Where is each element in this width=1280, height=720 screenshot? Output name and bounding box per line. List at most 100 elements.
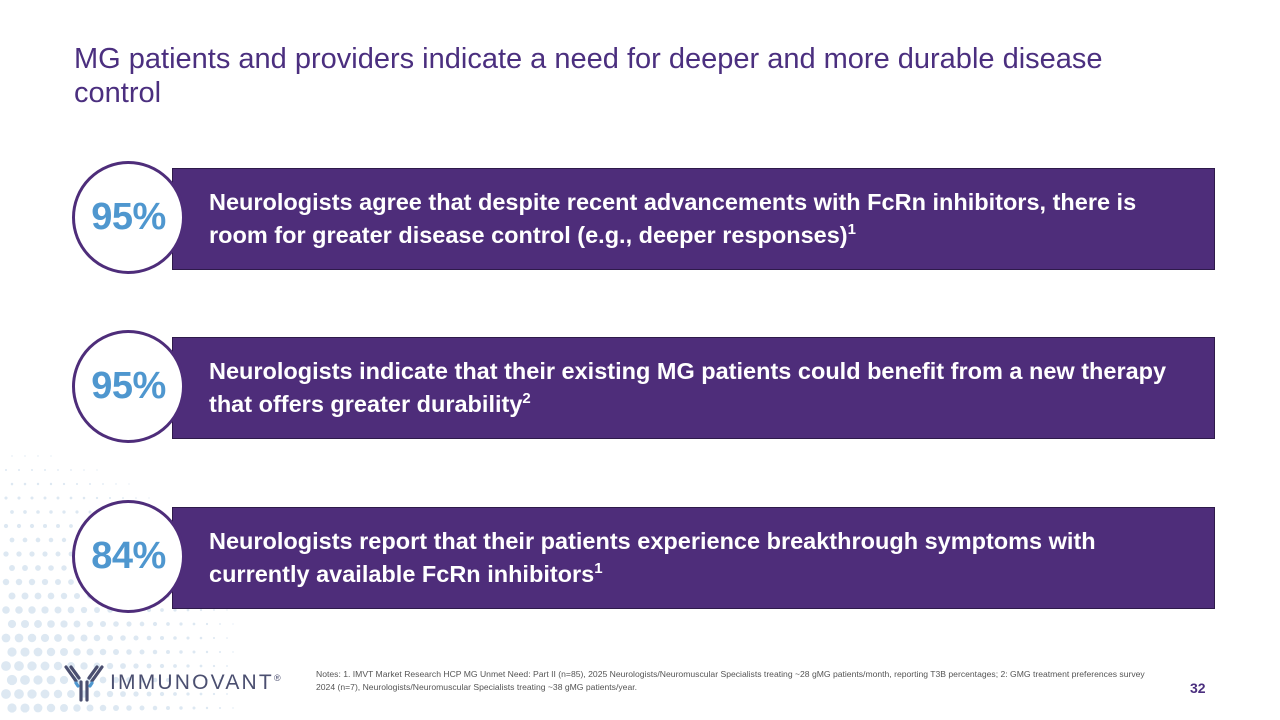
pattern-dot — [126, 677, 132, 683]
pattern-dot — [146, 635, 152, 641]
pattern-dot — [99, 676, 107, 684]
pattern-dot — [133, 691, 139, 697]
stat-percent: 95% — [91, 196, 166, 238]
pattern-dot — [11, 455, 13, 457]
pattern-dot — [106, 690, 114, 698]
pattern-dot — [173, 636, 177, 640]
pattern-dot — [16, 551, 22, 557]
pattern-dot — [152, 705, 158, 711]
pattern-dot — [16, 523, 22, 529]
pattern-dot — [232, 707, 234, 709]
stat-text: Neurologists indicate that their existin… — [209, 358, 1167, 417]
pattern-dot — [31, 469, 33, 471]
pattern-dot — [3, 523, 9, 529]
pattern-dot — [46, 703, 56, 713]
pattern-dot — [115, 483, 117, 485]
pattern-dot — [22, 565, 28, 571]
pattern-dot — [40, 661, 50, 671]
pattern-dot — [139, 649, 145, 655]
pattern-dot — [179, 650, 183, 654]
pattern-dot — [34, 620, 42, 628]
pattern-dot — [23, 510, 27, 514]
pattern-dot — [73, 648, 81, 656]
pattern-dot — [43, 496, 47, 500]
pattern-dot — [112, 704, 120, 712]
pattern-dot — [46, 647, 56, 657]
pattern-dot — [40, 689, 50, 699]
pattern-dot — [192, 706, 196, 710]
pattern-dot — [212, 692, 216, 696]
pattern-dot — [192, 622, 196, 626]
pattern-dot — [17, 496, 21, 500]
pattern-dot — [27, 661, 37, 671]
pattern-dot — [128, 483, 130, 485]
stat-percent: 84% — [91, 535, 166, 577]
pattern-dot — [70, 469, 72, 471]
pattern-dot — [28, 578, 36, 586]
pattern-dot — [199, 692, 203, 696]
pattern-dot — [99, 648, 107, 656]
pattern-dot — [173, 608, 177, 612]
pattern-dot — [120, 635, 126, 641]
pattern-dot — [53, 661, 63, 671]
pattern-dot — [212, 664, 216, 668]
pattern-dot — [89, 483, 91, 485]
pattern-dot — [23, 482, 27, 486]
pattern-dot — [152, 677, 158, 683]
pattern-dot — [14, 633, 24, 643]
stat-band: Neurologists report that their patients … — [172, 507, 1215, 609]
pattern-dot — [173, 664, 177, 668]
pattern-dot — [205, 706, 209, 710]
pattern-dot — [6, 674, 18, 686]
logo-wordmark: IMMUNOVANT® — [110, 671, 281, 694]
pattern-dot — [37, 455, 39, 457]
pattern-dot — [108, 496, 112, 500]
stat-text: Neurologists report that their patients … — [209, 528, 1096, 587]
pattern-dot — [166, 706, 170, 710]
pattern-dot — [35, 565, 41, 571]
pattern-dot — [22, 537, 28, 543]
pattern-dot — [99, 704, 107, 712]
pattern-dot — [67, 606, 75, 614]
pattern-dot — [18, 469, 20, 471]
pattern-dot — [7, 703, 17, 713]
pattern-dot — [86, 620, 94, 628]
pattern-dot — [59, 675, 69, 685]
pattern-dot — [135, 497, 137, 499]
pattern-dot — [186, 692, 190, 696]
pattern-dot — [160, 608, 164, 612]
pattern-dot — [96, 469, 98, 471]
company-logo: IMMUNOVANT® — [64, 664, 281, 702]
pattern-dot — [95, 496, 99, 500]
pattern-dot — [33, 675, 43, 685]
pattern-dot — [49, 510, 53, 514]
pattern-dot — [68, 579, 74, 585]
pattern-dot — [166, 622, 170, 626]
pattern-dot — [166, 650, 170, 654]
pattern-dot — [10, 482, 14, 486]
pattern-dot — [112, 648, 120, 656]
pattern-dot — [20, 619, 30, 629]
pattern-dot — [122, 497, 124, 499]
stat-text: Neurologists agree that despite recent a… — [209, 189, 1137, 248]
pattern-dot — [94, 607, 100, 613]
pattern-dot — [42, 551, 48, 557]
pattern-dot — [14, 689, 24, 699]
pattern-dot — [4, 496, 8, 500]
pattern-dot — [29, 523, 35, 529]
pattern-dot — [73, 620, 81, 628]
pattern-dot — [226, 637, 228, 639]
pattern-dot — [139, 705, 145, 711]
pattern-dot — [5, 469, 7, 471]
pattern-dot — [60, 620, 68, 628]
stat-row-3: Neurologists report that their patients … — [72, 500, 1217, 617]
pattern-dot — [126, 705, 132, 711]
pattern-dot — [106, 634, 114, 642]
pattern-dot — [83, 469, 85, 471]
pattern-dot — [106, 662, 114, 670]
pattern-dot — [213, 609, 215, 611]
pattern-dot — [7, 619, 17, 629]
pattern-dot — [219, 651, 221, 653]
pattern-dot — [219, 707, 221, 709]
page-number: 32 — [1190, 680, 1206, 696]
